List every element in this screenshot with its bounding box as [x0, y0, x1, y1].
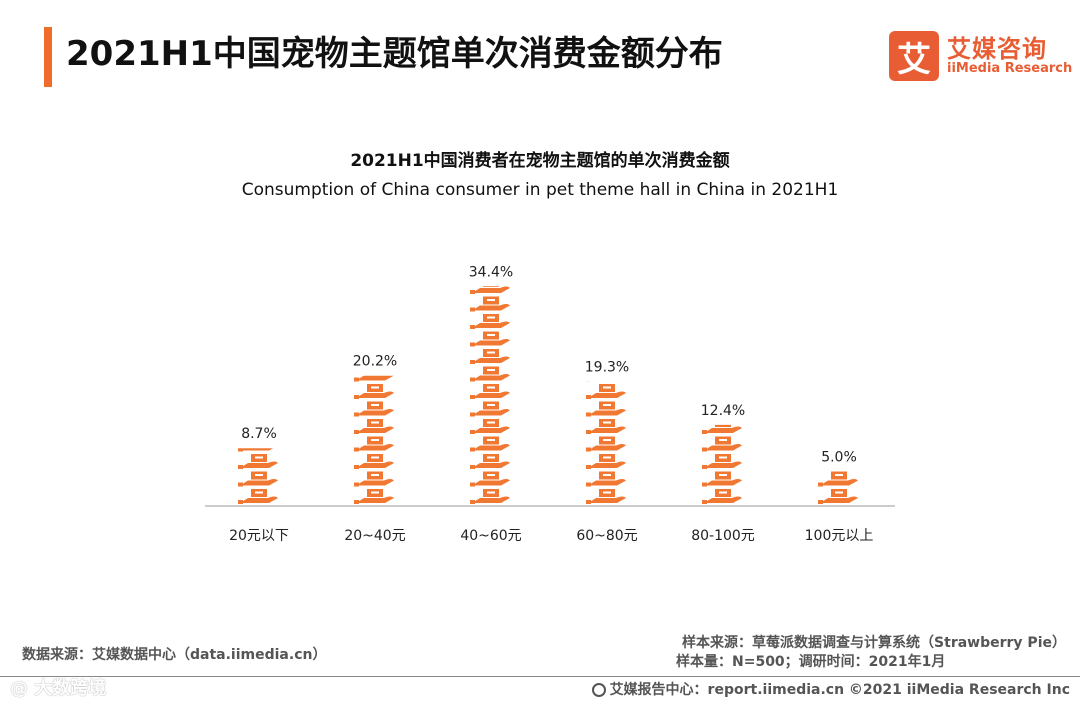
watermark-text: @ 大数跨境: [10, 678, 107, 699]
hand-holding-box-icon: [586, 489, 626, 504]
hand-holding-box-icon: [586, 384, 626, 399]
hand-holding-box-icon: [818, 471, 858, 487]
hand-holding-box-icon: [238, 454, 278, 469]
title-accent-bar: [44, 27, 52, 87]
hand-holding-box-icon: [702, 424, 742, 434]
bar-1: [354, 375, 394, 504]
data-source-text: 数据来源：艾媒数据中心（data.iimedia.cn）: [22, 647, 327, 663]
hand-holding-box-icon: [586, 436, 626, 452]
category-label: 20~40元: [344, 528, 405, 544]
bar-0: [238, 448, 278, 504]
chart-subtitle: Consumption of China consumer in pet the…: [241, 180, 839, 200]
sample-size-text: 样本量：N=500；调研时间：2021年1月: [676, 654, 946, 670]
hand-holding-box-icon: [354, 489, 394, 504]
bar-2: [470, 286, 510, 504]
value-label: 34.4%: [469, 264, 513, 280]
hand-holding-box-icon: [470, 366, 510, 382]
bar-4: [702, 424, 742, 504]
hand-holding-box-icon: [354, 471, 394, 487]
value-label: 5.0%: [821, 450, 857, 466]
hand-holding-box-icon: [586, 454, 626, 469]
hand-holding-box-icon: [354, 375, 394, 382]
hand-holding-box-icon: [470, 454, 510, 469]
hand-holding-box-icon: [354, 384, 394, 399]
copyright-text: 艾媒报告中心：report.iimedia.cn ©2021 iiMedia R…: [591, 679, 1070, 699]
category-label: 20元以下: [229, 528, 289, 544]
hand-holding-box-icon: [702, 489, 742, 504]
hand-holding-box-icon: [586, 471, 626, 487]
category-label: 80-100元: [691, 528, 755, 544]
hand-holding-box-icon: [354, 401, 394, 417]
bar-5: [818, 471, 858, 504]
value-label: 12.4%: [701, 403, 745, 419]
hand-holding-box-icon: [354, 419, 394, 434]
hand-holding-box-icon: [586, 419, 626, 434]
globe-icon: [591, 683, 606, 697]
hand-holding-box-icon: [470, 419, 510, 434]
pictorial-bar-chart: 8.7% 20元以下 20.2% 20~40元 34.4% 40~60元 19.3% 60~8…: [205, 264, 895, 544]
hand-holding-box-icon: [238, 489, 278, 504]
logo-en-text: iiMedia Research: [947, 61, 1073, 76]
copyright-label: 艾媒报告中心：report.iimedia.cn ©2021 iiMedia R…: [609, 682, 1070, 698]
value-label: 19.3%: [585, 359, 629, 375]
chart-title: 2021H1中国消费者在宠物主题馆的单次消费金额: [350, 151, 730, 171]
hand-holding-box-icon: [470, 286, 510, 294]
hand-holding-box-icon: [470, 331, 510, 347]
hand-holding-box-icon: [470, 471, 510, 487]
hand-holding-box-icon: [354, 436, 394, 452]
bar-3: [586, 381, 626, 504]
hand-holding-box-icon: [470, 436, 510, 452]
hand-holding-box-icon: [702, 454, 742, 469]
footer-divider: [0, 676, 1080, 677]
hand-holding-box-icon: [470, 401, 510, 417]
hand-holding-box-icon: [354, 454, 394, 469]
hand-holding-box-icon: [238, 448, 274, 452]
category-label: 60~80元: [576, 528, 637, 544]
logo-cn-text: 艾媒咨询: [947, 35, 1047, 63]
hand-holding-box-icon: [470, 296, 510, 312]
hand-holding-box-icon: [586, 381, 591, 382]
category-label: 100元以上: [805, 528, 874, 544]
logo-mark: 艾: [889, 31, 939, 81]
sample-source-text: 样本来源：草莓派数据调查与计算系统（Strawberry Pie）: [682, 635, 1066, 651]
hand-holding-box-icon: [818, 489, 858, 504]
hand-holding-box-icon: [470, 384, 510, 399]
hand-holding-box-icon: [470, 489, 510, 504]
hand-holding-box-icon: [238, 471, 278, 487]
hand-holding-box-icon: [470, 349, 510, 364]
value-label: 20.2%: [353, 354, 397, 370]
value-label: 8.7%: [241, 426, 277, 442]
hand-holding-box-icon: [702, 436, 742, 452]
hand-holding-box-icon: [702, 471, 742, 487]
hand-holding-box-icon: [470, 314, 510, 329]
iimedia-logo: 艾 艾媒咨询 iiMedia Research: [889, 31, 1073, 83]
hand-holding-box-icon: [586, 401, 626, 417]
category-label: 40~60元: [460, 528, 521, 544]
page-title: 2021H1中国宠物主题馆单次消费金额分布: [66, 34, 723, 74]
